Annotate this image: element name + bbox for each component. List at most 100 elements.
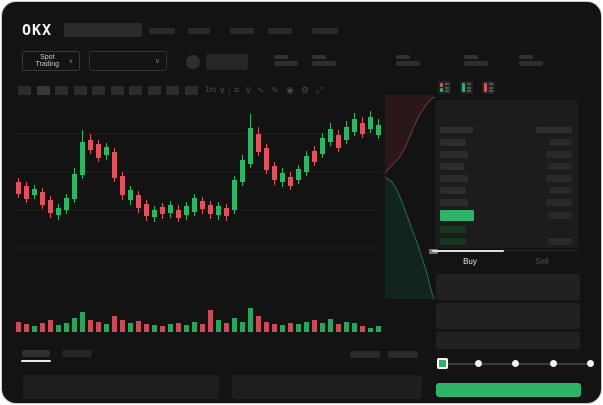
bid-row[interactable] (435, 238, 578, 246)
ask-price-placeholder (440, 151, 468, 158)
tab-buy[interactable]: Buy (463, 257, 477, 266)
green-rows-glyph (440, 88, 443, 92)
interval-label[interactable]: 1m (205, 85, 217, 94)
candle-type-icon[interactable]: ≡ (234, 85, 240, 95)
orderbook[interactable] (435, 100, 578, 248)
ask-amount-placeholder (546, 175, 572, 182)
pair-selector-dropdown[interactable]: ∨ (89, 51, 167, 71)
timeframe-button[interactable] (73, 86, 87, 95)
nav-item-placeholder[interactable] (268, 28, 292, 34)
orders-tab-placeholder[interactable] (62, 350, 92, 357)
volume-bars (16, 308, 381, 332)
timeframe-button[interactable] (110, 86, 124, 95)
ask-amount-placeholder (546, 151, 572, 158)
stat-value-placeholder (274, 61, 298, 66)
line-glyph (467, 83, 471, 85)
candles (16, 111, 381, 222)
stat-label-placeholder (519, 55, 533, 59)
header-row[interactable] (435, 127, 578, 135)
stat-value-placeholder (396, 61, 420, 66)
stat-label-placeholder (396, 55, 410, 59)
ask-price-placeholder (440, 139, 466, 146)
ask-amount-placeholder (546, 199, 572, 206)
divider: | (228, 85, 231, 95)
trade-panel: Buy Sell (432, 76, 597, 403)
orderbook-combined-view-icon[interactable] (438, 81, 451, 94)
red-rows-glyph (440, 83, 443, 87)
settings-icon[interactable]: ⚙ (301, 85, 310, 95)
stat-label-placeholder (274, 55, 288, 59)
camera-icon[interactable]: ◉ (286, 85, 294, 95)
line-glyph (467, 90, 471, 92)
ask-row[interactable] (435, 175, 578, 183)
order-input-field[interactable] (436, 303, 580, 329)
orders-panel (23, 375, 219, 399)
line-glyph (489, 90, 493, 92)
timeframe-button[interactable] (147, 86, 161, 95)
ask-row[interactable] (435, 163, 578, 171)
nav-item-placeholder[interactable] (149, 28, 175, 34)
ask-row[interactable] (435, 151, 578, 159)
timeframe-button[interactable] (129, 86, 142, 95)
nav-item-placeholder[interactable] (230, 28, 254, 34)
ask-row[interactable] (435, 187, 578, 195)
slider-stop-dot[interactable] (512, 360, 519, 367)
orders-tab-placeholder[interactable] (22, 350, 50, 357)
stat-label-placeholder (312, 55, 326, 59)
order-input-field[interactable] (436, 332, 580, 349)
market-type-label: Spot Trading (35, 54, 60, 68)
slider-stop-dot[interactable] (549, 360, 557, 367)
stat-value-placeholder (464, 61, 488, 66)
line-glyph (445, 86, 449, 89)
timeframe-button[interactable] (18, 86, 31, 95)
search-input[interactable] (64, 23, 142, 37)
line-glyph (467, 86, 471, 89)
tab-sell[interactable]: Sell (535, 257, 549, 266)
bid-price-placeholder (440, 226, 466, 233)
orderbook-sell-view-icon[interactable] (482, 81, 495, 94)
header-price-placeholder (440, 127, 473, 133)
orders-action-placeholder[interactable] (350, 351, 380, 358)
ask-amount-placeholder (548, 163, 572, 170)
order-input-field[interactable] (436, 274, 580, 300)
timeframe-button[interactable] (92, 86, 105, 95)
timeframe-button[interactable] (184, 86, 198, 95)
nav-item-placeholder[interactable] (188, 28, 210, 34)
chevron-down-icon: ∨ (68, 58, 73, 65)
slider-stop-dot[interactable] (587, 360, 594, 367)
nav-item-placeholder[interactable] (312, 28, 338, 34)
fullscreen-icon[interactable]: ⤢ (316, 85, 324, 95)
orders-action-placeholder[interactable] (388, 351, 418, 358)
timeframe-button[interactable] (55, 86, 68, 95)
chevron-down-icon[interactable]: ∨ (219, 85, 226, 95)
orderbook-buy-view-icon[interactable] (460, 81, 473, 94)
timeframe-button[interactable] (166, 86, 179, 95)
buy-submit-button[interactable] (436, 383, 581, 397)
draw-icon[interactable]: ✎ (271, 85, 279, 95)
header-amount-placeholder (536, 127, 572, 133)
last-amount-placeholder (548, 212, 572, 219)
line-glyph (445, 83, 449, 85)
ask-amount-placeholder (550, 139, 572, 146)
chevron-down-icon[interactable]: ∨ (245, 85, 252, 95)
stat-label-placeholder (464, 55, 478, 59)
slider-stop-dot[interactable] (474, 360, 482, 367)
okx-logo[interactable]: OKX (22, 21, 53, 39)
pair-name-placeholder (206, 54, 248, 70)
ask-row[interactable] (435, 199, 578, 207)
slider-handle[interactable] (437, 358, 448, 369)
buy-tab-indicator (432, 250, 504, 252)
last-price-row[interactable] (435, 210, 578, 221)
chart-gridlines (16, 133, 380, 249)
active-tab-indicator (21, 360, 51, 362)
indicators-icon[interactable]: ∿ (257, 85, 265, 95)
stat-value-placeholder (312, 61, 336, 66)
timeframe-button[interactable] (36, 86, 50, 95)
bid-price-placeholder (440, 238, 466, 245)
bid-row[interactable] (435, 226, 578, 234)
ask-row[interactable] (435, 139, 578, 147)
market-type-dropdown[interactable]: Spot Trading ∨ (22, 51, 80, 71)
last-price-placeholder (440, 210, 474, 221)
